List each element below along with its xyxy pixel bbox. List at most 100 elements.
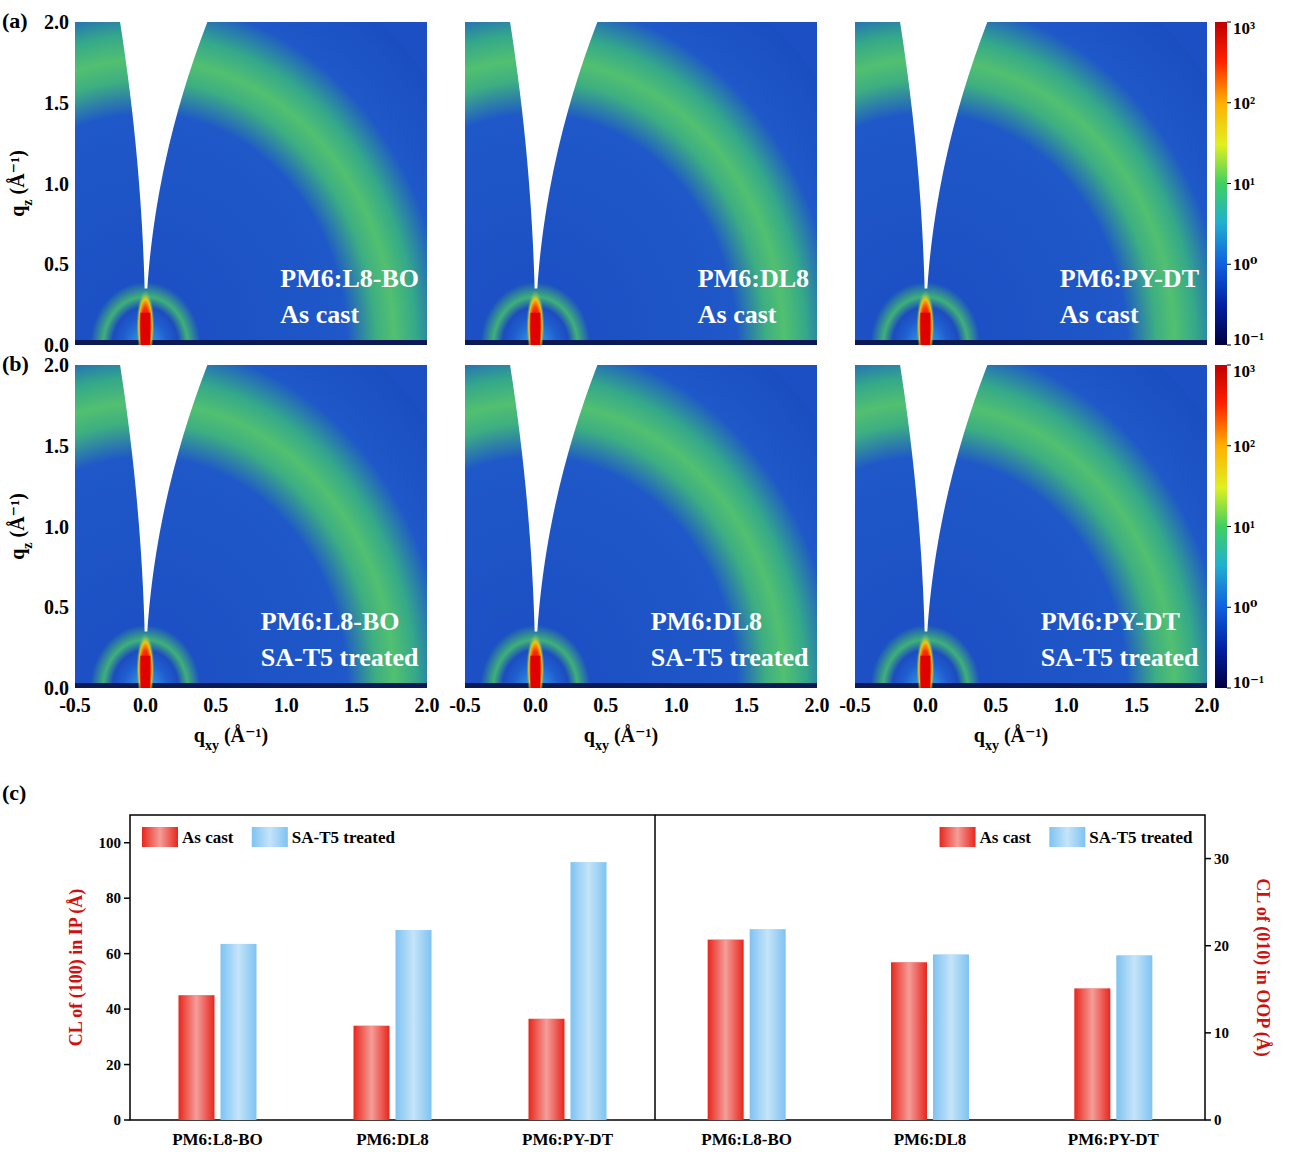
legend-label: As cast <box>980 828 1032 847</box>
y-tick <box>124 897 130 899</box>
figure: PM6:L8-BO As cast 0.0 0.5 1.0 1.5 2.0 qz (Å⁻¹) P… <box>0 0 1289 1152</box>
bar-shine <box>708 940 744 1120</box>
colorbar-tick <box>1227 607 1231 608</box>
bar-shine <box>396 930 432 1120</box>
colorbar-tick <box>1227 22 1231 23</box>
legend-swatch <box>142 827 178 847</box>
bar <box>708 940 744 1120</box>
colorbar-tick-label: 10¹ <box>1233 518 1255 537</box>
missing-wedge <box>900 365 987 631</box>
x-tick-label: 0.0 <box>913 694 938 716</box>
bar-shine <box>891 962 927 1120</box>
y-tick-label: 80 <box>106 890 121 906</box>
bar <box>933 954 969 1120</box>
sample-label: PM6:PY-DT <box>1041 607 1180 636</box>
y-axis-title: CL of (010) in OOP (Å) <box>1252 878 1273 1057</box>
colorbar-tick-label: 10⁰ <box>1233 598 1257 617</box>
category-label: PM6:L8-BO <box>701 1130 792 1149</box>
x-tick-label: 1.5 <box>344 694 369 716</box>
legend-label: SA-T5 treated <box>292 828 396 847</box>
y-tick-label: 0 <box>114 1112 122 1128</box>
condition-label: SA-T5 treated <box>261 643 419 672</box>
giwaxs-image <box>855 365 1207 688</box>
x-tick-label: 1.0 <box>664 694 689 716</box>
beam-spot <box>526 633 544 688</box>
category-label: PM6:L8-BO <box>172 1130 263 1149</box>
y-tick <box>1205 1119 1211 1121</box>
giwaxs-image <box>75 365 427 688</box>
scattering-rings <box>75 365 427 688</box>
y-tick <box>124 842 130 844</box>
plot-frame <box>130 815 1205 1120</box>
beam-spot <box>136 290 154 345</box>
y-axis-title: qz (Å⁻¹) <box>6 493 35 560</box>
x-tick-label: 1.5 <box>1124 694 1149 716</box>
missing-wedge <box>120 22 207 288</box>
x-tick-label: 0.0 <box>133 694 158 716</box>
bar <box>891 962 927 1120</box>
condition-label: SA-T5 treated <box>1041 643 1199 672</box>
colorbar-tick <box>1227 365 1231 366</box>
bar <box>1074 988 1110 1120</box>
condition-label: As cast <box>698 300 777 329</box>
x-tick-label: 1.0 <box>274 694 299 716</box>
beam-core <box>920 656 930 688</box>
y-tick-label: 0.5 <box>44 596 69 618</box>
y-tick-label: 2.0 <box>44 11 69 33</box>
colorbar-tick <box>1227 264 1231 265</box>
colorbar-tick <box>1227 102 1231 103</box>
horizon <box>75 683 427 688</box>
y-axis-title: CL of (100) in IP (Å) <box>66 889 87 1047</box>
y-tick-label: 60 <box>106 946 121 962</box>
bar-shine <box>933 954 969 1120</box>
legend-swatch-shine <box>940 827 976 847</box>
panel-letter: (a) <box>2 8 28 33</box>
colorbar-tick-label: 10³ <box>1233 362 1255 381</box>
bar-shine <box>1116 955 1152 1120</box>
legend-swatch <box>940 827 976 847</box>
scattering-rings <box>465 22 817 345</box>
missing-wedge <box>510 365 597 631</box>
colorbar-tick <box>1227 526 1231 527</box>
sample-label: PM6:L8-BO <box>280 264 419 293</box>
category-label: PM6:DL8 <box>356 1130 429 1149</box>
y-tick <box>124 953 130 955</box>
sample-label: PM6:DL8 <box>651 607 762 636</box>
beam-spot <box>916 290 934 345</box>
y-tick-label: 1.0 <box>44 516 69 538</box>
x-tick-label: 2.0 <box>415 694 440 716</box>
horizon <box>465 340 817 345</box>
bar-shine <box>529 1019 565 1120</box>
sample-label: PM6:L8-BO <box>261 607 400 636</box>
beam-core <box>140 313 150 345</box>
y-tick-label: 0.5 <box>44 253 69 275</box>
y-tick <box>124 1064 130 1066</box>
scattering-rings <box>465 365 817 688</box>
bar <box>221 944 257 1120</box>
colorbar-tick-label: 10⁻¹ <box>1233 330 1264 349</box>
scattering-rings <box>75 22 427 345</box>
sample-label: PM6:PY-DT <box>1060 264 1199 293</box>
panel-divider <box>654 815 656 1120</box>
beam-core <box>530 313 540 345</box>
y-tick <box>1205 945 1211 947</box>
bar <box>179 995 215 1120</box>
panel-letter: (c) <box>2 780 26 805</box>
category-label: PM6:DL8 <box>894 1130 967 1149</box>
y-tick <box>1205 858 1211 860</box>
bar <box>396 930 432 1120</box>
legend-label: SA-T5 treated <box>1089 828 1193 847</box>
beam-spot <box>916 633 934 688</box>
legend-swatch-shine <box>142 827 178 847</box>
panel-letter: (b) <box>2 351 29 376</box>
x-tick-label: -0.5 <box>839 694 871 716</box>
colorbar-tick <box>1227 688 1231 689</box>
giwaxs-image <box>465 22 817 345</box>
scattering-rings <box>855 365 1207 688</box>
x-tick-label: 1.5 <box>734 694 759 716</box>
y-tick-label: 10 <box>1214 1025 1229 1041</box>
x-tick-label: 1.0 <box>1054 694 1079 716</box>
colorbar-tick-label: 10¹ <box>1233 175 1255 194</box>
condition-label: As cast <box>280 300 359 329</box>
condition-label: SA-T5 treated <box>651 643 809 672</box>
